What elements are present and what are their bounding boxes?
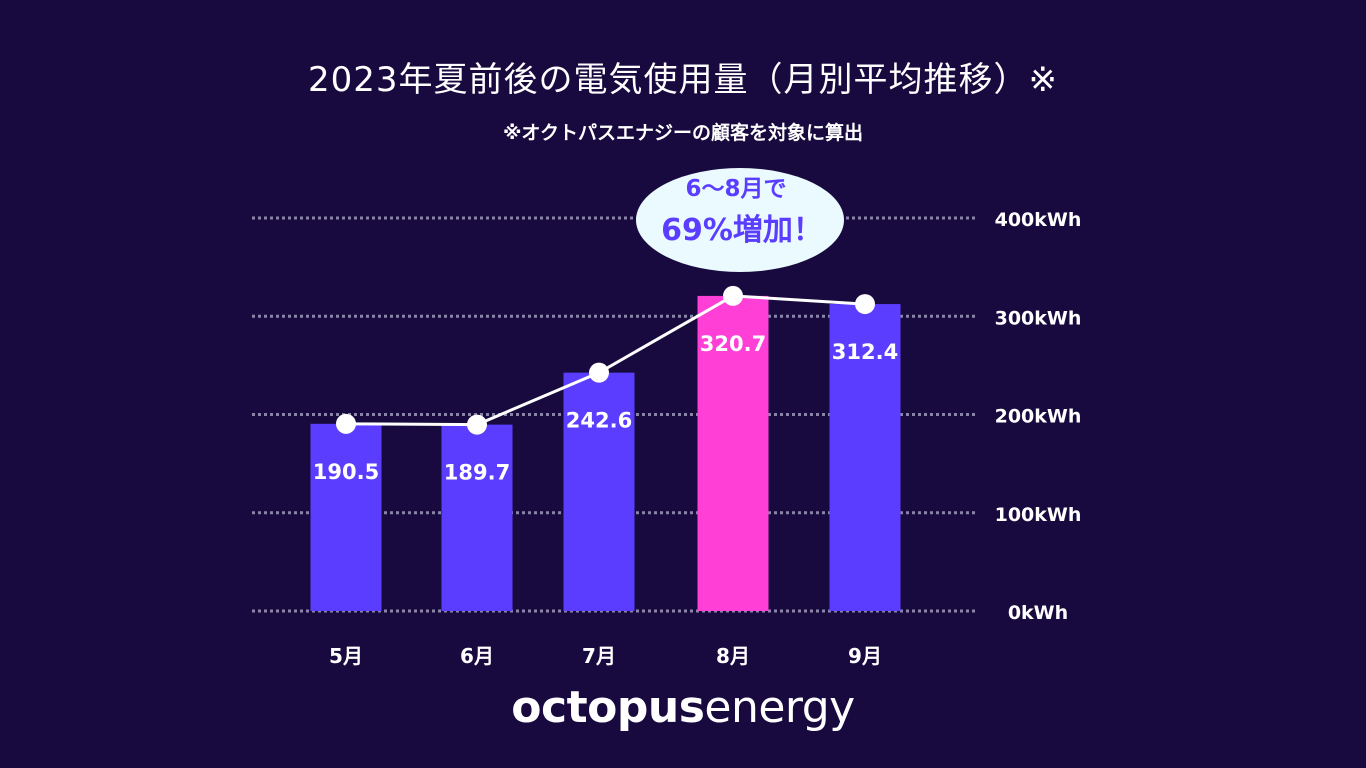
bar — [441, 424, 513, 611]
trend-point — [589, 362, 609, 383]
trend-point — [336, 413, 356, 434]
bar-value-label: 312.4 — [832, 340, 898, 364]
y-tick-label: 100kWh — [995, 504, 1082, 526]
bar — [310, 423, 382, 611]
bar — [563, 372, 635, 611]
y-tick-label: 300kWh — [995, 307, 1082, 329]
trend-point — [723, 285, 743, 306]
callout-ellipse — [636, 168, 844, 272]
bar-value-label: 190.5 — [313, 460, 379, 484]
bar — [697, 295, 769, 611]
x-tick-label: 8月 — [716, 644, 750, 668]
trend-point — [467, 414, 487, 435]
octopus-energy-logo: octopusenergy — [0, 682, 1366, 733]
trend-point — [855, 294, 875, 315]
chart-title: 2023年夏前後の電気使用量（月別平均推移）※ — [307, 60, 1058, 100]
x-tick-label: 6月 — [460, 644, 494, 668]
chart-subtitle: ※オクトパスエナジーの顧客を対象に算出 — [502, 122, 864, 144]
y-tick-label: 0kWh — [1008, 602, 1068, 624]
y-tick-label: 400kWh — [995, 209, 1082, 231]
callout-bubble: 6〜8月で 69%増加！ — [636, 168, 844, 272]
x-tick-label: 9月 — [848, 644, 882, 668]
bar — [829, 304, 901, 611]
logo-light-text: energy — [704, 682, 855, 733]
x-tick-label: 7月 — [582, 644, 616, 668]
x-tick-label: 5月 — [329, 644, 363, 668]
bar-value-label: 189.7 — [444, 461, 510, 485]
callout-line2: 69%増加！ — [661, 213, 823, 248]
bar-value-label: 320.7 — [700, 332, 766, 356]
logo-bold-text: octopus — [511, 682, 705, 733]
callout-line1: 6〜8月で — [685, 176, 786, 202]
bar-value-label: 242.6 — [566, 409, 632, 433]
y-tick-label: 200kWh — [995, 406, 1082, 428]
